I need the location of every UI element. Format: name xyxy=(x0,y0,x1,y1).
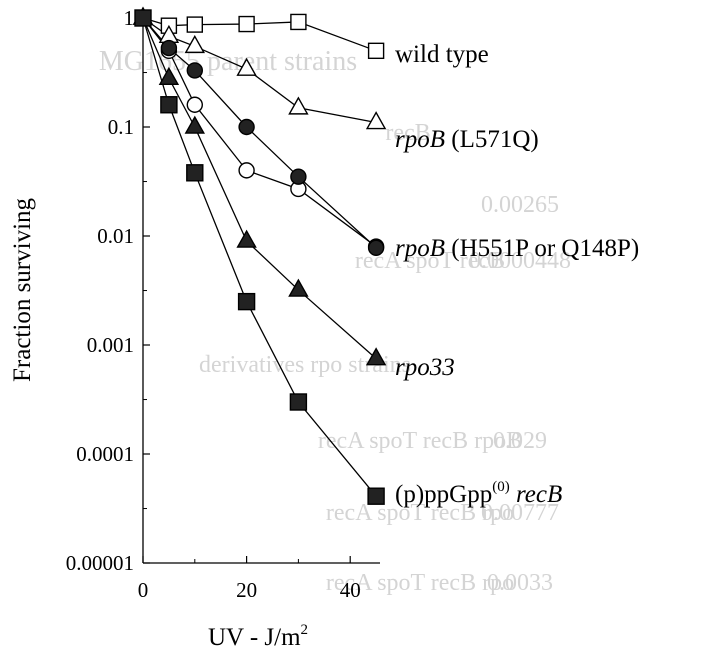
data-point-circle-open xyxy=(186,96,204,113)
data-point-triangle-filled xyxy=(184,115,205,134)
x-axis-title: UV - J/m2 xyxy=(208,622,308,651)
series-lines xyxy=(142,17,377,497)
ghost-text-line: recA spoT recB rpoB xyxy=(318,428,522,454)
ghost-text-line: recB xyxy=(385,120,430,146)
series-label-part: rpo33 xyxy=(395,354,455,381)
y-tick-label: 0.00001 xyxy=(66,551,134,575)
data-point-circle-filled xyxy=(290,168,307,185)
series-label: wild type xyxy=(395,41,489,68)
y-tick-label: 0.001 xyxy=(87,333,134,357)
data-point-circle-open xyxy=(238,162,255,179)
series-line xyxy=(142,17,377,497)
y-axis-title: Fraction surviving xyxy=(9,197,36,382)
data-point-triangle-filled xyxy=(158,66,180,86)
series-label-part: (p)ppGpp xyxy=(395,481,492,508)
series-label-part: (L571Q) xyxy=(445,126,539,153)
ghost-text-line: recA spoT recB rpo xyxy=(326,570,514,596)
x-tick-label: 20 xyxy=(236,578,257,602)
data-point-square-filled xyxy=(237,292,256,311)
ghost-text-line: 0.00777 xyxy=(481,500,559,526)
data-point-triangle-open xyxy=(184,34,205,54)
ghost-text-line: recA spoT recB rpo xyxy=(326,500,514,526)
data-point-square-filled xyxy=(160,96,178,114)
series-label-part: rpoB xyxy=(395,235,445,262)
ghost-text-line: 0.00265 xyxy=(481,192,559,218)
series-line xyxy=(142,17,377,360)
y-tick-label: 1 xyxy=(124,6,135,30)
data-point-circle-filled xyxy=(367,239,385,256)
series-label-part: recB xyxy=(510,481,563,508)
data-point-triangle-open xyxy=(236,57,257,76)
ghost-text-line: 0.0000448 xyxy=(469,248,571,274)
data-point-triangle-open xyxy=(365,111,387,130)
series-label-part: wild type xyxy=(395,41,489,68)
ghost-text-line: 0.029 xyxy=(493,428,547,454)
y-tick-label: 0.0001 xyxy=(76,442,134,466)
series-label: rpo33 xyxy=(395,354,455,381)
data-point-square-filled xyxy=(186,164,204,182)
x-tick-label: 40 xyxy=(340,578,361,602)
data-point-square-filled xyxy=(134,9,152,27)
series-label: (p)ppGpp(0) recB xyxy=(395,479,562,508)
series-label: rpoB (H551P or Q148P) xyxy=(395,235,639,262)
series-label: rpoB (L571Q) xyxy=(395,126,539,153)
series-label-part: rpoB xyxy=(395,126,445,153)
data-point-square-open xyxy=(238,15,255,33)
axes xyxy=(142,18,380,564)
y-tick-label: 0.01 xyxy=(97,224,134,248)
data-point-triangle-filled xyxy=(236,229,257,248)
data-point-triangle-open xyxy=(288,96,309,115)
data-point-square-open xyxy=(367,42,385,60)
x-tick-label: 0 xyxy=(138,578,149,602)
y-tick-label: 0.1 xyxy=(108,115,134,139)
data-point-circle-filled xyxy=(186,62,204,79)
data-point-square-filled xyxy=(289,393,308,411)
x-axis-title-superscript: 2 xyxy=(301,622,309,638)
data-point-circle-filled xyxy=(160,39,178,57)
series-label-part: (0) xyxy=(492,479,510,495)
data-point-square-filled xyxy=(367,487,385,505)
series-label-part: (H551P or Q148P) xyxy=(445,235,639,262)
data-point-triangle-filled xyxy=(365,347,387,366)
ghost-text-line: 0.0033 xyxy=(487,570,553,596)
data-point-triangle-filled xyxy=(288,278,309,297)
data-point-square-open xyxy=(186,16,204,33)
data-point-square-open xyxy=(290,13,307,31)
data-point-circle-filled xyxy=(238,118,255,136)
x-axis-title-base: UV - J/m xyxy=(208,624,301,651)
series-markers xyxy=(132,6,387,505)
